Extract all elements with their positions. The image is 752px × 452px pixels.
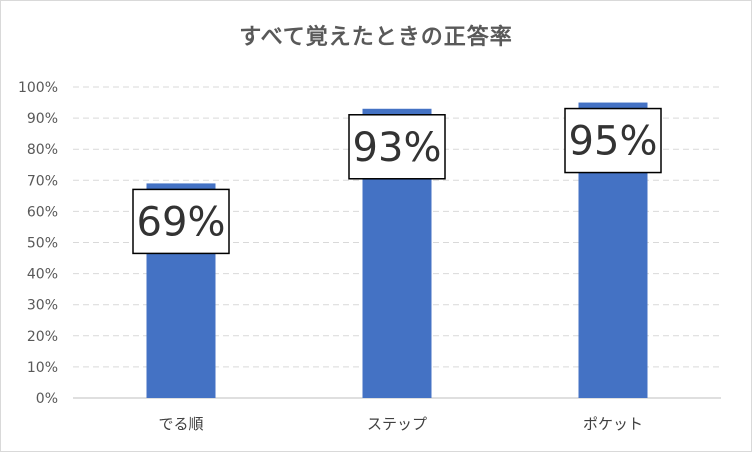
y-tick-label: 100%	[18, 80, 58, 96]
category-label: ステップ	[367, 415, 427, 433]
category-label: でる順	[158, 415, 203, 433]
y-tick-label: 20%	[27, 329, 58, 345]
category-label: ポケット	[583, 415, 643, 433]
data-label: 93%	[353, 125, 442, 171]
y-tick-label: 40%	[27, 267, 58, 283]
data-label: 69%	[137, 199, 226, 245]
y-tick-label: 50%	[27, 236, 58, 252]
data-label-box	[132, 188, 230, 255]
y-tick-label: 0%	[36, 391, 58, 407]
y-tick-label: 80%	[27, 142, 58, 158]
y-tick-label: 60%	[27, 204, 58, 220]
data-label-box	[348, 114, 446, 180]
y-tick-label: 10%	[27, 360, 58, 376]
data-label: 95%	[569, 119, 658, 165]
y-tick-label: 70%	[27, 173, 58, 189]
chart-title: すべて覚えたときの正答率	[239, 25, 513, 50]
y-tick-label: 90%	[27, 111, 58, 127]
y-tick-label: 30%	[27, 298, 58, 314]
data-label-box	[564, 107, 662, 174]
